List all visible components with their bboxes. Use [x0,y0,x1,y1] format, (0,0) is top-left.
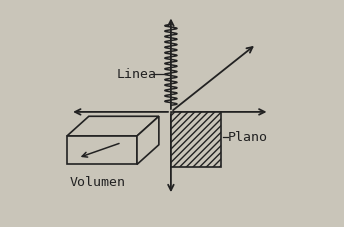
Polygon shape [67,136,137,165]
Text: Linea: Linea [116,68,156,81]
Text: Plano: Plano [228,131,268,143]
Text: Volumen: Volumen [69,176,125,189]
Bar [171,112,221,167]
Polygon shape [67,117,159,136]
Polygon shape [137,117,159,165]
